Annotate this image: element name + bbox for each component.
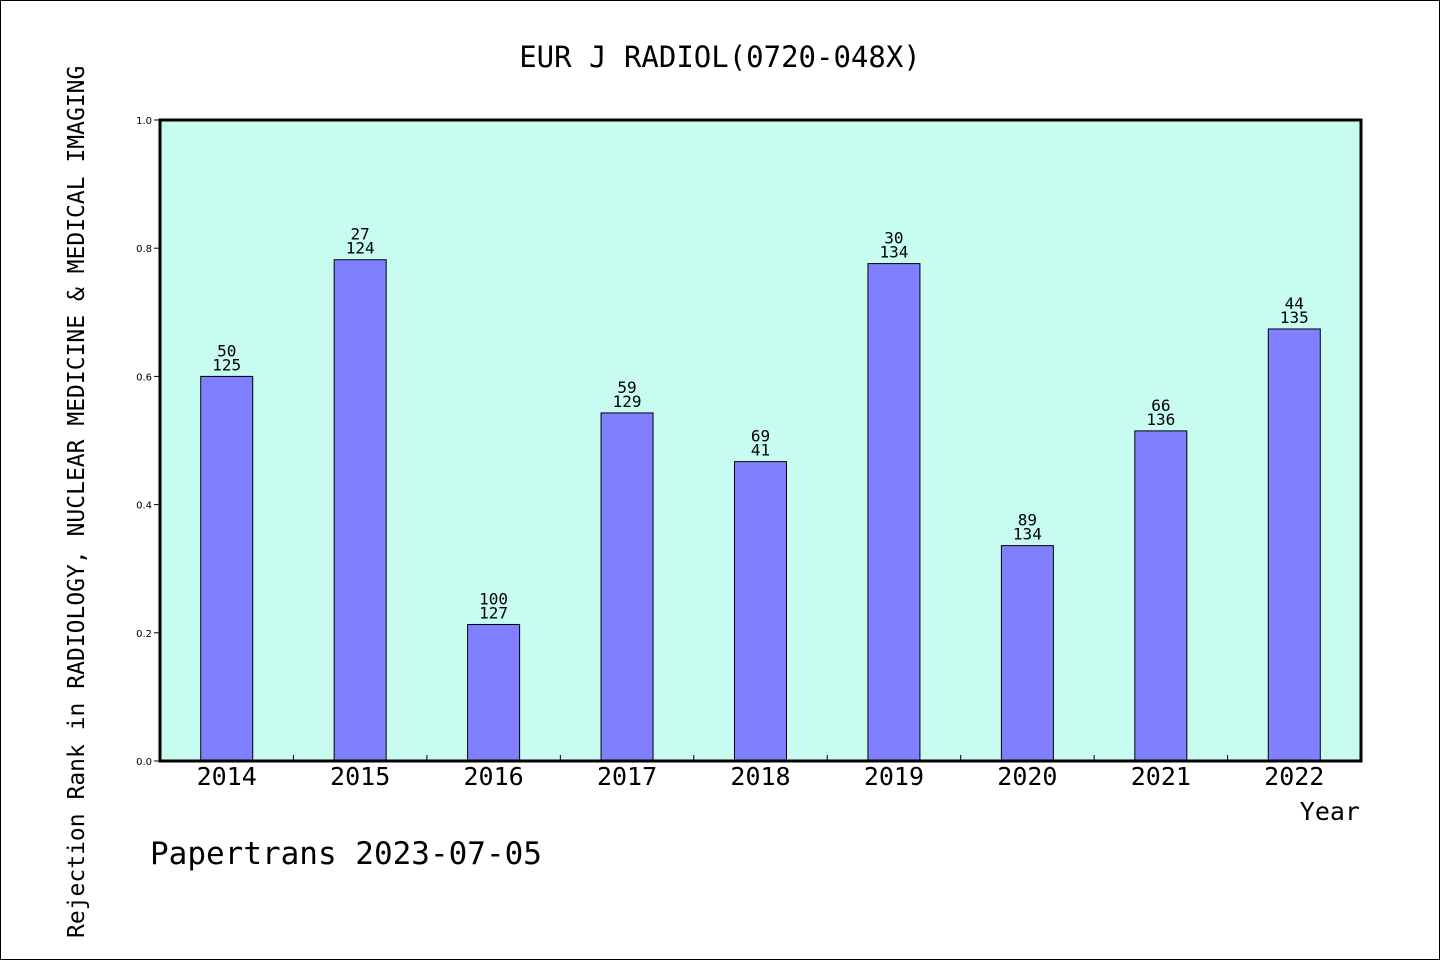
x-tick-label: 2017 xyxy=(597,762,657,791)
y-tick-label: 1.0 xyxy=(136,116,152,127)
bar-rank-label: 27 xyxy=(351,225,370,244)
bar-rank-label: 50 xyxy=(217,341,236,360)
bar-total-label: 136 xyxy=(1146,410,1175,429)
y-tick-label: 0.2 xyxy=(136,629,152,640)
plot-border xyxy=(158,118,1363,763)
bar-2022 xyxy=(1267,328,1321,762)
bar-total-label: 125 xyxy=(212,355,241,374)
y-axis-label: Rejection Rank in RADIOLOGY, NUCLEAR MED… xyxy=(64,66,90,938)
bar-2015 xyxy=(333,259,387,762)
bar-2016 xyxy=(467,623,521,762)
bar-total-label: 135 xyxy=(1280,308,1309,327)
bar-rank-label: 44 xyxy=(1285,294,1304,313)
bar-total-label: 129 xyxy=(613,392,642,411)
x-tick-label: 2014 xyxy=(197,762,257,791)
x-tick-label: 2016 xyxy=(464,762,524,791)
bar-rank-label: 69 xyxy=(751,427,770,446)
y-axis: 0.0 0.2 0.4 0.6 0.8 1.0 xyxy=(136,116,160,768)
bar-rank-label: 100 xyxy=(479,589,508,608)
x-tick-label: 2015 xyxy=(330,762,390,791)
bar-rank-label: 59 xyxy=(617,378,636,397)
bar-total-label: 134 xyxy=(879,243,908,262)
bar-2017 xyxy=(600,412,654,762)
x-tick-label: 2019 xyxy=(864,762,924,791)
bar-total-label: 134 xyxy=(1013,525,1042,544)
bar-rank-label: 66 xyxy=(1151,396,1170,415)
credit-text: Papertrans 2023-07-05 xyxy=(150,836,542,872)
bar-2019 xyxy=(867,263,921,762)
chart-title: EUR J RADIOL(0720-048X) xyxy=(519,40,921,74)
x-axis: 2014 2015 2016 2017 2018 2019 2020 2021 2022 xyxy=(197,755,1324,791)
bar-total-label: 41 xyxy=(751,441,770,460)
x-tick-label: 2022 xyxy=(1264,762,1324,791)
bar-rank-label: 30 xyxy=(884,229,903,248)
bar-total-label: 124 xyxy=(346,239,375,258)
x-axis-label: Year xyxy=(1300,797,1360,826)
bar-total-label: 127 xyxy=(479,603,508,622)
y-tick-label: 0.8 xyxy=(136,244,152,255)
y-tick-label: 0.6 xyxy=(136,372,152,383)
bar-2020 xyxy=(1000,545,1054,762)
y-tick-label: 0.0 xyxy=(136,757,152,768)
x-tick-label: 2021 xyxy=(1131,762,1191,791)
bar-2018 xyxy=(734,461,787,762)
x-tick-label: 2020 xyxy=(997,762,1057,791)
bar-rank-label: 89 xyxy=(1018,511,1037,530)
bar-2021 xyxy=(1134,430,1188,762)
y-tick-label: 0.4 xyxy=(136,501,152,512)
x-tick-label: 2018 xyxy=(730,762,790,791)
bar-2014 xyxy=(200,375,254,762)
bars-layer: 5012527124100127591296941301348913466136… xyxy=(200,225,1321,762)
